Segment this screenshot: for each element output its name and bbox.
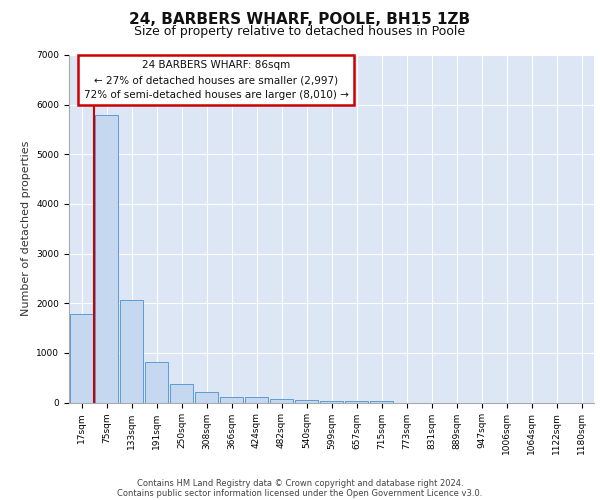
Bar [345,401,368,402]
Text: Contains public sector information licensed under the Open Government Licence v3: Contains public sector information licen… [118,488,482,498]
Bar [170,384,193,402]
Text: Contains HM Land Registry data © Crown copyright and database right 2024.: Contains HM Land Registry data © Crown c… [137,478,463,488]
Bar [295,400,318,402]
Y-axis label: Number of detached properties: Number of detached properties [21,141,31,316]
Bar [70,314,93,402]
Bar [270,400,293,402]
Text: 24 BARBERS WHARF: 86sqm
← 27% of detached houses are smaller (2,997)
72% of semi: 24 BARBERS WHARF: 86sqm ← 27% of detache… [83,60,349,100]
Bar [245,398,268,402]
Text: 24, BARBERS WHARF, POOLE, BH15 1ZB: 24, BARBERS WHARF, POOLE, BH15 1ZB [130,12,470,28]
Bar [145,362,168,403]
Bar [220,397,243,402]
Text: Size of property relative to detached houses in Poole: Size of property relative to detached ho… [134,25,466,38]
Bar [120,300,143,402]
Bar [320,400,343,402]
Bar [95,114,118,403]
Bar [370,401,393,402]
Bar [195,392,218,402]
